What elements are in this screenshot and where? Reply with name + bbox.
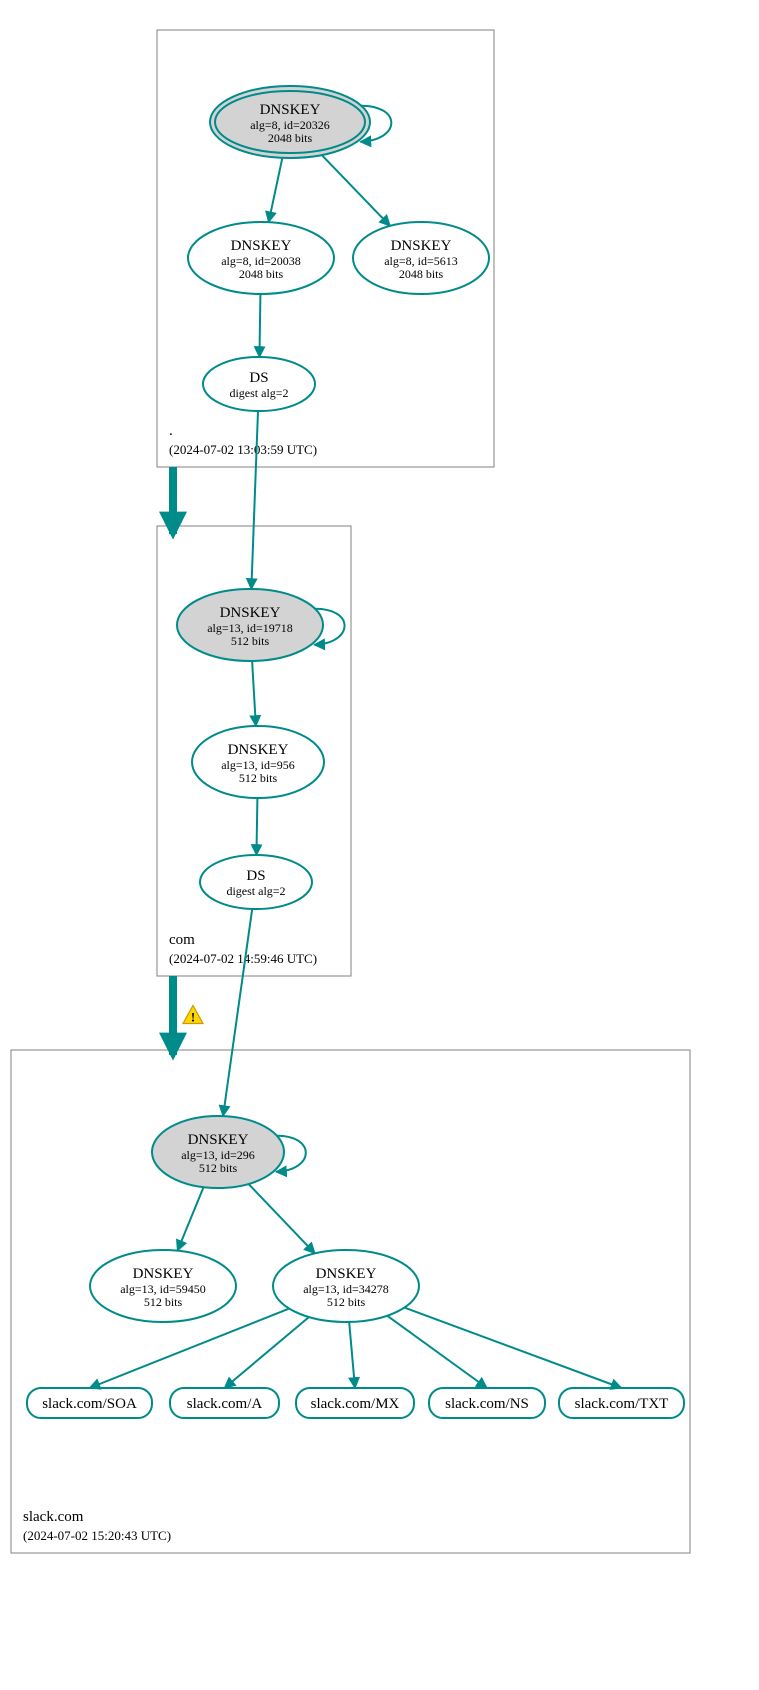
svg-text:!: ! — [191, 1010, 195, 1025]
svg-text:2048 bits: 2048 bits — [239, 267, 284, 281]
svg-text:DS: DS — [249, 370, 268, 386]
edge-rr — [404, 1308, 621, 1388]
svg-text:512 bits: 512 bits — [144, 1295, 183, 1309]
svg-text:alg=8, id=5613: alg=8, id=5613 — [384, 254, 458, 268]
svg-text:DNSKEY: DNSKEY — [220, 605, 281, 621]
rr-label-mx: slack.com/MX — [311, 1396, 400, 1412]
edge — [322, 155, 390, 226]
svg-text:DS: DS — [246, 868, 265, 884]
svg-text:512 bits: 512 bits — [199, 1161, 238, 1175]
edge — [177, 1187, 203, 1251]
edge — [248, 1184, 314, 1254]
svg-text:digest alg=2: digest alg=2 — [229, 386, 288, 400]
svg-text:DNSKEY: DNSKEY — [133, 1266, 194, 1282]
edge-rr — [225, 1317, 310, 1388]
svg-text:DNSKEY: DNSKEY — [188, 1132, 249, 1148]
svg-text:512 bits: 512 bits — [239, 771, 278, 785]
edge — [252, 661, 256, 726]
svg-text:alg=8, id=20038: alg=8, id=20038 — [221, 254, 301, 268]
rr-label-ns: slack.com/NS — [445, 1396, 529, 1412]
svg-text:com: com — [169, 932, 195, 948]
svg-text:(2024-07-02 13:03:59 UTC): (2024-07-02 13:03:59 UTC) — [169, 442, 317, 457]
svg-text:DNSKEY: DNSKEY — [231, 238, 292, 254]
rr-records: slack.com/SOA slack.com/A slack.com/MX slac… — [27, 1388, 684, 1418]
dnssec-graph: . (2024-07-02 13:03:59 UTC) com (2024-07… — [0, 0, 759, 1690]
node-root_ksk: DNSKEYalg=8, id=203262048 bits — [210, 86, 370, 158]
svg-text:DNSKEY: DNSKEY — [260, 102, 321, 118]
node-root_ds: DSdigest alg=2 — [203, 357, 315, 411]
node-root_zsk2: DNSKEYalg=8, id=56132048 bits — [353, 222, 489, 294]
svg-text:alg=13, id=59450: alg=13, id=59450 — [120, 1282, 206, 1296]
svg-text:slack.com: slack.com — [23, 1509, 84, 1525]
node-com_ksk: DNSKEYalg=13, id=19718512 bits — [177, 589, 323, 661]
node-com_ds: DSdigest alg=2 — [200, 855, 312, 909]
svg-text:alg=13, id=19718: alg=13, id=19718 — [207, 621, 293, 635]
svg-text:512 bits: 512 bits — [327, 1295, 366, 1309]
edge — [251, 411, 258, 589]
svg-text:2048 bits: 2048 bits — [399, 267, 444, 281]
svg-text:alg=13, id=296: alg=13, id=296 — [181, 1148, 255, 1162]
node-slack_zsk2: DNSKEYalg=13, id=34278512 bits — [273, 1250, 419, 1322]
svg-text:DNSKEY: DNSKEY — [316, 1266, 377, 1282]
rr-label-txt: slack.com/TXT — [575, 1396, 669, 1412]
svg-text:(2024-07-02 15:20:43 UTC): (2024-07-02 15:20:43 UTC) — [23, 1528, 171, 1543]
node-root_zsk1: DNSKEYalg=8, id=200382048 bits — [188, 222, 334, 294]
edge — [223, 909, 252, 1116]
svg-text:alg=13, id=956: alg=13, id=956 — [221, 758, 295, 772]
edge — [269, 158, 283, 222]
node-slack_ksk: DNSKEYalg=13, id=296512 bits — [152, 1116, 284, 1188]
svg-text:alg=13, id=34278: alg=13, id=34278 — [303, 1282, 389, 1296]
edge-rr — [387, 1316, 487, 1388]
svg-text:.: . — [169, 423, 173, 439]
svg-text:(2024-07-02 14:59:46 UTC): (2024-07-02 14:59:46 UTC) — [169, 951, 317, 966]
node-slack_zsk1: DNSKEYalg=13, id=59450512 bits — [90, 1250, 236, 1322]
rr-label-a: slack.com/A — [187, 1396, 263, 1412]
edge — [259, 294, 260, 357]
svg-text:digest alg=2: digest alg=2 — [226, 884, 285, 898]
rr-label-soa: slack.com/SOA — [42, 1396, 137, 1412]
svg-text:DNSKEY: DNSKEY — [228, 742, 289, 758]
svg-text:DNSKEY: DNSKEY — [391, 238, 452, 254]
svg-text:2048 bits: 2048 bits — [268, 131, 313, 145]
node-com_zsk: DNSKEYalg=13, id=956512 bits — [192, 726, 324, 798]
svg-text:alg=8, id=20326: alg=8, id=20326 — [250, 118, 330, 132]
edge — [256, 798, 257, 855]
svg-text:512 bits: 512 bits — [231, 634, 270, 648]
edge-rr — [349, 1322, 355, 1388]
